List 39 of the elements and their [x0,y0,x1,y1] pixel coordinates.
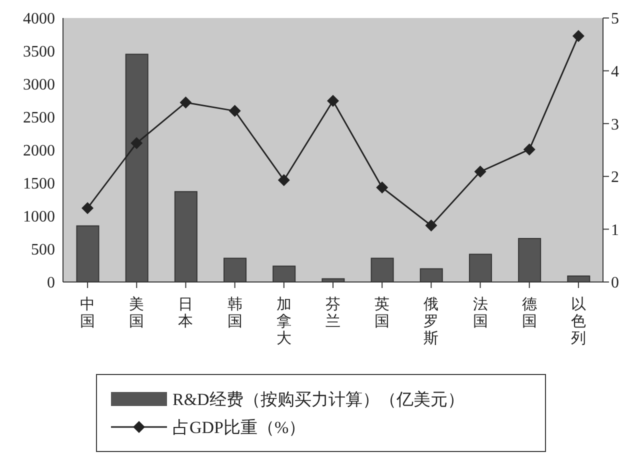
y-tick-label: 3500 [23,44,55,61]
y2-tick-label: 4 [611,63,619,80]
y-tick-label: 0 [47,274,55,292]
x-tick-label: 加拿大 [276,295,292,347]
point [425,220,438,232]
y2-tick-label: 3 [611,116,619,134]
y-tick-label: 2000 [23,142,55,160]
point [523,143,536,156]
y-tick-label: 4000 [23,10,55,28]
y2-tick-label: 5 [611,10,619,28]
x-tick-label: 日本 [178,295,194,330]
y-tick-label: 3000 [23,76,55,94]
x-tick-label: 美国 [129,295,144,330]
legend-label: R&D经费（按购买力计算）（亿美元） [172,388,464,410]
point [130,137,143,150]
x-tick-label: 韩国 [227,295,242,330]
point [572,30,584,42]
x-tick-label: 俄罗斯 [424,295,439,347]
x-tick-label: 英国 [374,295,390,330]
point [327,94,339,107]
y-tick-label: 2500 [23,110,55,127]
y-tick-label: 1000 [23,208,55,226]
point [474,166,486,178]
x-tick-label: 以色列 [570,295,586,347]
point [376,181,388,194]
y-tick-label: 1500 [23,176,55,193]
legend-label: 占GDP比重（%） [172,416,306,438]
x-tick-label: 法国 [472,295,488,330]
point [180,96,192,108]
x-tick-label: 中国 [80,295,96,330]
point [228,104,241,117]
y2-tick-label: 2 [611,169,619,186]
y2-tick-label: 0 [611,274,619,292]
x-tick-label: 芬兰 [326,295,340,330]
y2-tick-label: 1 [611,222,619,239]
x-tick-label: 德国 [522,295,537,330]
point [278,174,290,186]
y-tick-label: 500 [31,242,55,259]
point [82,202,94,214]
